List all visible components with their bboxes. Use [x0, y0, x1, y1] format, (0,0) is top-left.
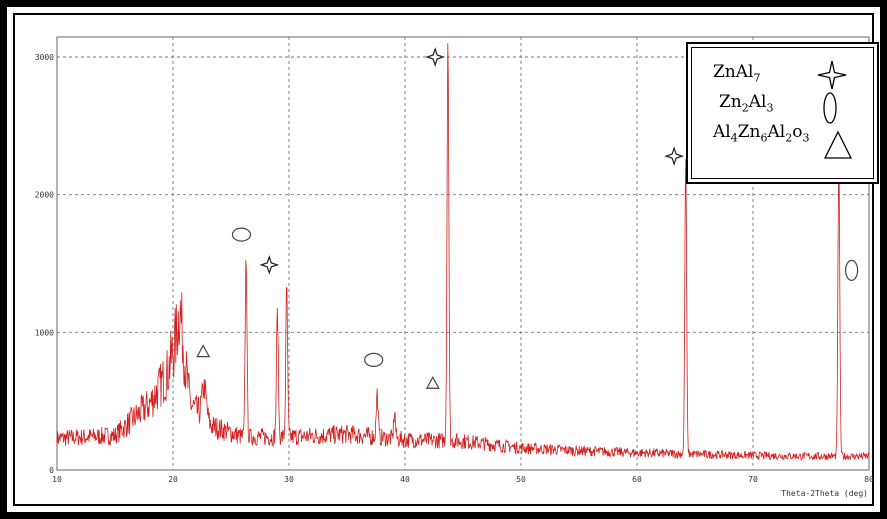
legend-entry-al4zn6al2o3-sub3: 2 [785, 131, 793, 145]
xrd-pattern-series-line [56, 43, 870, 461]
x-tick-label: 70 [748, 475, 758, 484]
legend-entry-zn2al3-tail: Al [748, 92, 767, 112]
annotation-triangle-marker [425, 376, 440, 389]
figure-inner-frame [13, 13, 874, 506]
annotation-triangle-marker [196, 344, 211, 358]
y-tick-label: 0 [49, 466, 54, 475]
legend-entry-al4zn6al2o3-sub4: 3 [802, 131, 810, 145]
x-tick-label: 40 [400, 475, 410, 484]
ellipse-icon [823, 92, 837, 124]
legend-entry-zn2al3-base: Zn [719, 92, 742, 112]
x-tick-label: 80 [864, 475, 874, 484]
legend-entry-al4zn6al2o3-part3: Al [767, 122, 786, 142]
x-tick-label: 30 [284, 475, 294, 484]
annotation-ellipse-marker [844, 259, 859, 281]
y-tick-label: 1000 [35, 328, 54, 337]
legend-entry-al4zn6al2o3: Al4Zn6Al2o3 [713, 122, 809, 144]
legend: ZnAl7 Zn2Al3 Al4Zn6Al2o3 [686, 42, 879, 184]
legend-entry-al4zn6al2o3-part2: Zn [737, 122, 761, 142]
annotation-star-marker [664, 146, 685, 167]
legend-entry-al4zn6al2o3-part4: o [792, 122, 803, 142]
x-axis-label: Theta-2Theta (deg) [781, 489, 868, 498]
legend-entry-znal7: ZnAl7 [713, 62, 760, 84]
triangle-icon [823, 130, 853, 159]
annotation-star-marker [259, 254, 280, 275]
x-tick-label: 20 [168, 475, 178, 484]
legend-entry-znal7-sub: 7 [753, 71, 761, 85]
legend-entry-zn2al3-tail-sub: 3 [766, 101, 774, 115]
x-tick-label: 50 [516, 475, 526, 484]
legend-entry-zn2al3: Zn2Al3 [719, 92, 773, 114]
tick-labels: 10 20 30 40 50 60 70 80 0 1000 2000 3000 [35, 53, 874, 484]
legend-entry-al4zn6al2o3-sub2: 6 [760, 131, 768, 145]
axes [56, 36, 870, 471]
legend-inner-border [691, 47, 874, 179]
legend-entry-znal7-base: ZnAl [713, 62, 754, 82]
y-tick-label: 2000 [35, 191, 54, 200]
legend-entry-zn2al3-sub: 2 [741, 101, 749, 115]
x-tick-label: 60 [632, 475, 642, 484]
y-tick-label: 3000 [35, 53, 54, 62]
annotation-ellipse-marker [231, 227, 252, 242]
annotation-ellipse-marker [364, 352, 384, 367]
legend-entry-al4zn6al2o3-sub1: 4 [730, 131, 738, 145]
legend-entry-al4zn6al2o3-base: Al [713, 122, 731, 142]
phase-annotations [196, 47, 859, 389]
plot-border [56, 36, 870, 471]
annotation-star-marker [425, 47, 446, 67]
x-tick-label: 10 [52, 475, 62, 484]
star-icon [817, 60, 847, 90]
